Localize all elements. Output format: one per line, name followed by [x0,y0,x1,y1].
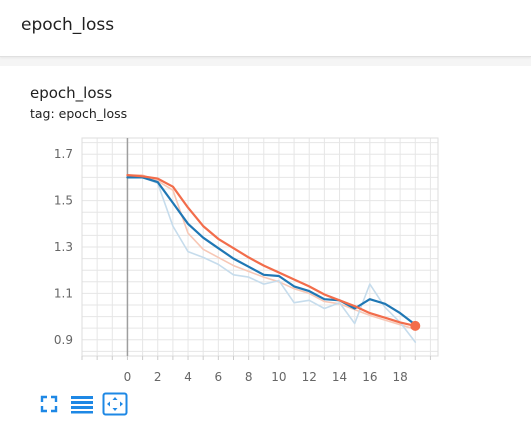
chart-tag: tag: epoch_loss [30,106,128,121]
x-tick-label: 2 [154,370,162,384]
y-tick-label: 1.7 [54,147,73,161]
y-tick-label: 0.9 [54,333,73,347]
fullscreen-icon [40,395,58,413]
series-line-smoothed_run_b [126,176,417,326]
card-header[interactable]: epoch_loss [0,0,531,57]
data-table-button[interactable] [69,391,95,417]
card-header-title: epoch_loss [21,15,115,35]
series-line-raw_run_b [126,176,417,343]
fit-domain-icon [102,392,128,416]
x-tick-label: 0 [124,370,132,384]
series-line-smoothed_run_a [126,174,417,327]
data-table-icon [71,396,93,414]
fullscreen-button[interactable] [36,391,62,417]
x-tick-label: 14 [332,370,347,384]
x-tick-label: 8 [245,370,253,384]
x-tick-label: 6 [215,370,223,384]
x-tick-label: 4 [184,370,192,384]
chart-title: epoch_loss [30,84,113,102]
chart-toolbar [36,391,135,417]
x-tick-label: 10 [271,370,286,384]
y-tick-label: 1.3 [54,240,73,254]
x-tick-label: 18 [392,370,407,384]
series-endpoint-smoothed_run_a [410,320,421,331]
y-tick-label: 1.5 [54,194,73,208]
x-tick-label: 12 [302,370,317,384]
fit-domain-button[interactable] [102,391,128,417]
series-line-raw_run_a [126,174,417,331]
plot-frame [81,137,439,357]
x-tick-label: 16 [362,370,377,384]
y-tick-label: 1.1 [54,286,73,300]
chart-panel [0,66,531,448]
